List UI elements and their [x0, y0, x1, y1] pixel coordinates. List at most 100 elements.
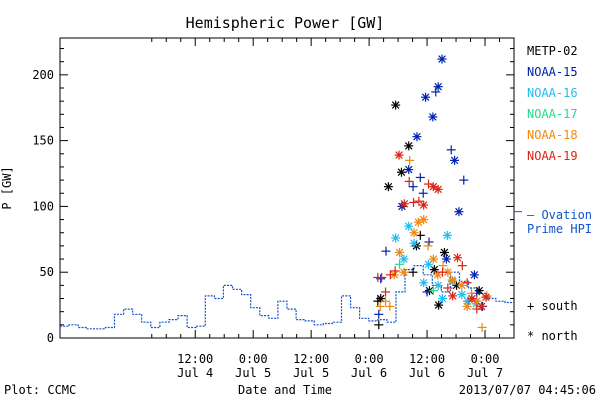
marker-legend-entry: + south: [527, 299, 578, 313]
ovation-label-line2: Prime HPI: [527, 222, 592, 236]
data-point-south: [462, 278, 472, 288]
data-point-north: [409, 238, 419, 248]
data-point-south: [424, 237, 434, 247]
x-tick-time: 0:00: [355, 352, 384, 366]
x-tick-date: Jul 5: [235, 366, 271, 380]
data-point-south: [385, 301, 395, 311]
data-point-south: [385, 270, 395, 280]
data-point-south: [377, 272, 387, 282]
data-point-north: [467, 294, 477, 304]
x-tick-time: 12:00: [293, 352, 329, 366]
legend-entry: NOAA-16: [527, 86, 578, 100]
data-point-north: [452, 253, 462, 263]
data-point-north: [383, 182, 393, 192]
data-point-north: [437, 54, 447, 64]
data-point-south: [395, 259, 405, 269]
data-point-north: [428, 254, 438, 264]
data-point-south: [457, 261, 467, 271]
data-point-south: [374, 320, 384, 330]
data-point-south: [381, 296, 391, 306]
data-point-north: [412, 132, 422, 142]
data-point-north: [391, 233, 401, 243]
data-point-north: [404, 165, 414, 175]
y-tick-label: 200: [32, 68, 54, 82]
data-point-north: [454, 207, 464, 217]
data-point-north: [457, 290, 467, 300]
plot-frame: [59, 37, 515, 339]
y-axis-ticks: 0 50 100 150 200: [32, 48, 514, 345]
data-point-south: [374, 309, 384, 319]
data-point-south: [477, 322, 487, 332]
y-tick-label: 50: [40, 265, 54, 279]
data-point-south: [446, 145, 456, 155]
x-tick-time: 12:00: [177, 352, 213, 366]
x-tick-time: 12:00: [409, 352, 445, 366]
y-tick-label: 150: [32, 134, 54, 148]
data-point-north: [404, 221, 414, 231]
data-point-north: [441, 254, 451, 264]
data-point-north: [421, 92, 431, 102]
satellite-data-points: [373, 54, 492, 332]
timestamp: 2013/07/07 04:45:06: [459, 383, 596, 397]
data-point-north: [481, 292, 491, 302]
data-point-south: [428, 286, 438, 296]
legend-entry: NOAA-18: [527, 128, 578, 142]
data-point-south: [418, 188, 428, 198]
data-point-north: [433, 184, 443, 194]
data-point-north: [448, 291, 458, 301]
data-point-south: [381, 246, 391, 256]
x-tick-date: Jul 6: [351, 366, 387, 380]
data-point-north: [450, 155, 460, 165]
data-point-south: [414, 196, 424, 206]
ovation-hpi-path: [60, 265, 514, 330]
data-point-north: [395, 247, 405, 257]
data-point-north: [439, 247, 449, 257]
data-point-north: [419, 200, 429, 210]
data-point-north: [438, 294, 448, 304]
data-point-south: [381, 287, 391, 297]
data-point-south: [438, 267, 448, 277]
data-point-north: [419, 215, 429, 225]
data-point-south: [422, 287, 432, 297]
x-tick-date: Jul 7: [467, 366, 503, 380]
ovation-label-line1: — Ovation: [527, 208, 592, 222]
y-axis-label: P [GW]: [0, 166, 14, 209]
data-point-south: [404, 176, 414, 186]
data-point-north: [428, 112, 438, 122]
x-tick-date: Jul 5: [293, 366, 329, 380]
x-tick-time: 0:00: [471, 352, 500, 366]
data-point-south: [408, 182, 418, 192]
plot-credit: Plot: CCMC: [4, 383, 76, 397]
marker-legend-entry: * north: [527, 329, 578, 343]
data-point-north: [399, 267, 409, 277]
data-point-south: [459, 175, 469, 185]
legend-entry: NOAA-15: [527, 65, 578, 79]
x-tick-date: Jul 4: [177, 366, 213, 380]
data-point-north: [394, 150, 404, 160]
chart-title: Hemispheric Power [GW]: [186, 14, 385, 32]
data-point-north: [433, 280, 443, 290]
data-point-north: [462, 301, 472, 311]
data-point-north: [404, 141, 414, 151]
y-tick-label: 100: [32, 199, 54, 213]
data-point-north: [399, 199, 409, 209]
ovation-hpi-line: [60, 211, 522, 330]
data-point-south: [375, 301, 385, 311]
data-point-north: [391, 100, 401, 110]
legend-entry: NOAA-19: [527, 149, 578, 163]
data-point-south: [390, 266, 400, 276]
data-point-south: [415, 172, 425, 182]
data-point-south: [423, 241, 433, 251]
legend-entry: METP-02: [527, 44, 578, 58]
x-axis-label: Date and Time: [238, 383, 332, 397]
data-point-north: [477, 301, 487, 311]
data-point-south: [443, 283, 453, 293]
data-point-north: [442, 230, 452, 240]
data-point-north: [469, 270, 479, 280]
data-point-south: [405, 155, 415, 165]
data-point-north: [396, 167, 406, 177]
data-point-south: [409, 197, 419, 207]
data-point-north: [419, 278, 429, 288]
